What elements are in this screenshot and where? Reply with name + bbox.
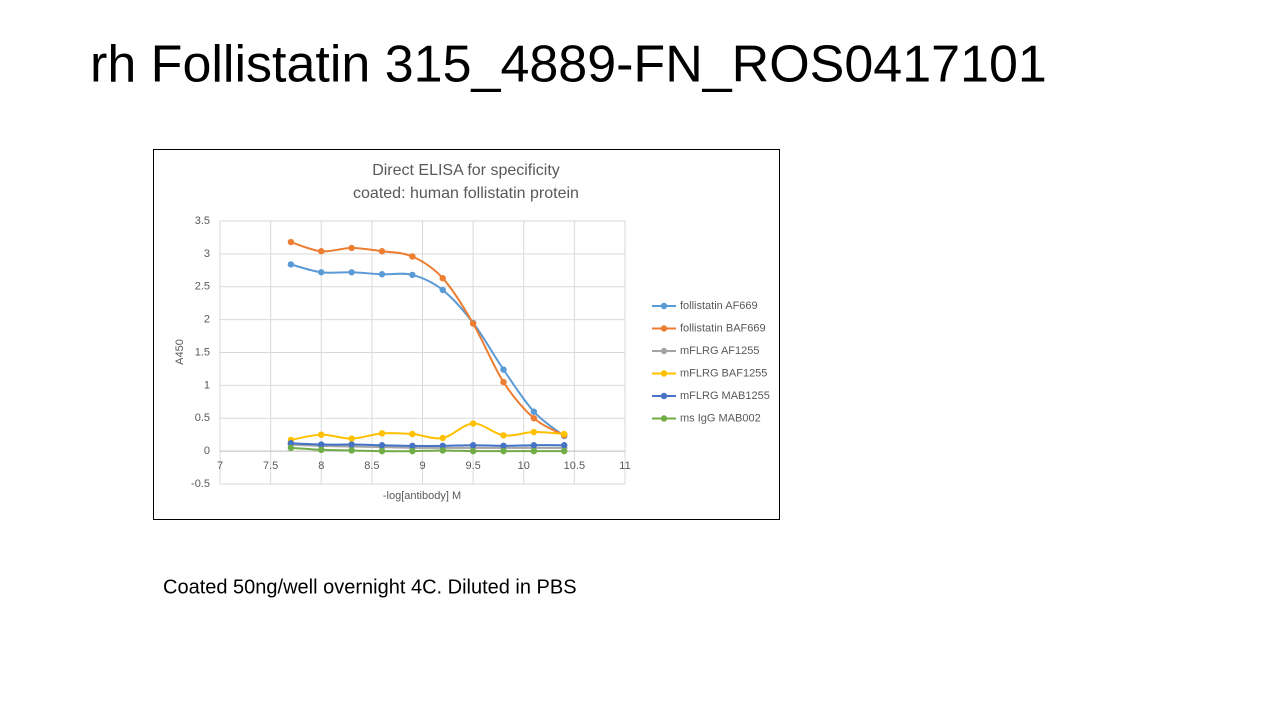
legend-label: follistatin BAF669 [680,322,766,334]
x-tick-label: 7 [217,460,223,472]
point [439,286,446,294]
y-tick-label: 0 [204,445,210,457]
series-line [290,446,565,453]
point [439,275,446,282]
point [561,442,568,449]
point [318,431,325,438]
y-tick-label: 2 [204,314,210,326]
point [287,444,295,452]
y-tick-label: 3 [204,248,210,260]
chart-subtitle: coated: human follistatin protein [353,185,579,202]
x-tick-label: 11 [619,460,630,472]
point [378,271,386,278]
point [378,442,386,449]
point [348,244,355,252]
point [500,442,507,450]
y-tick-label: 1 [204,379,210,391]
point [439,434,446,442]
legend-label: ms IgG MAB002 [680,412,761,424]
point [530,442,538,449]
series-line [290,263,565,437]
note: Coated 50ng/well overnight 4C. Diluted i… [163,576,577,598]
series-line [290,422,565,441]
x-tick-label: 10.5 [564,460,585,472]
point [318,248,325,255]
point [318,269,325,276]
point [348,269,355,276]
x-tick-label: 8 [318,460,324,472]
point [530,408,538,415]
point [439,447,446,454]
point [469,447,477,455]
y-tick-label: 1.5 [195,346,210,358]
point [409,442,416,450]
point [561,447,568,455]
legend-label: mFLRG BAF1255 [680,367,767,379]
point [409,271,416,279]
point [409,430,416,438]
point [287,440,295,447]
point [318,441,325,448]
point [500,366,507,373]
point [409,447,416,455]
legend-label: follistatin AF669 [680,300,758,312]
point [530,428,538,436]
point [561,430,568,438]
y-tick-label: 0.5 [195,412,210,424]
point [469,320,477,327]
point [287,238,295,246]
point [409,253,416,260]
legend-marker [660,302,668,310]
slide-title: rh Follistatin 315_4889-FN_ROS0417101 [90,36,1047,94]
series-line [290,443,565,449]
chart-frame [153,149,780,520]
point [378,248,386,255]
series-line [290,442,565,447]
y-tick-label: 3.5 [195,215,210,227]
point [439,442,446,450]
legend-marker [660,370,668,377]
x-tick-label: 10 [518,460,530,472]
legend-label: mFLRG MAB1255 [680,390,770,402]
legend-marker [660,415,668,422]
point [348,441,355,448]
x-tick-label: 8.5 [364,460,379,472]
point [530,447,538,455]
x-tick-label: 9 [419,460,425,472]
chart-title: Direct ELISA for specificity [372,162,560,179]
y-axis-label: A450 [174,339,186,365]
point [348,435,355,442]
x-tick-label: 7.5 [263,460,278,472]
y-tick-label: -0.5 [191,478,210,490]
point [500,432,507,439]
legend-marker [660,325,668,332]
point [378,447,386,455]
point [378,430,386,437]
point [287,261,295,268]
y-tick-label: 2.5 [195,281,210,293]
point [530,415,538,422]
series-line [290,241,565,437]
point [500,447,507,455]
legend-label: mFLRG AF1255 [680,345,759,357]
point [500,378,507,386]
point [318,446,325,454]
x-axis-label: -log[antibody] M [383,490,461,502]
legend-marker [660,347,668,355]
point [348,447,355,454]
x-tick-label: 9.5 [465,460,480,472]
point [469,442,477,449]
point [469,420,477,427]
legend-marker [660,392,668,400]
